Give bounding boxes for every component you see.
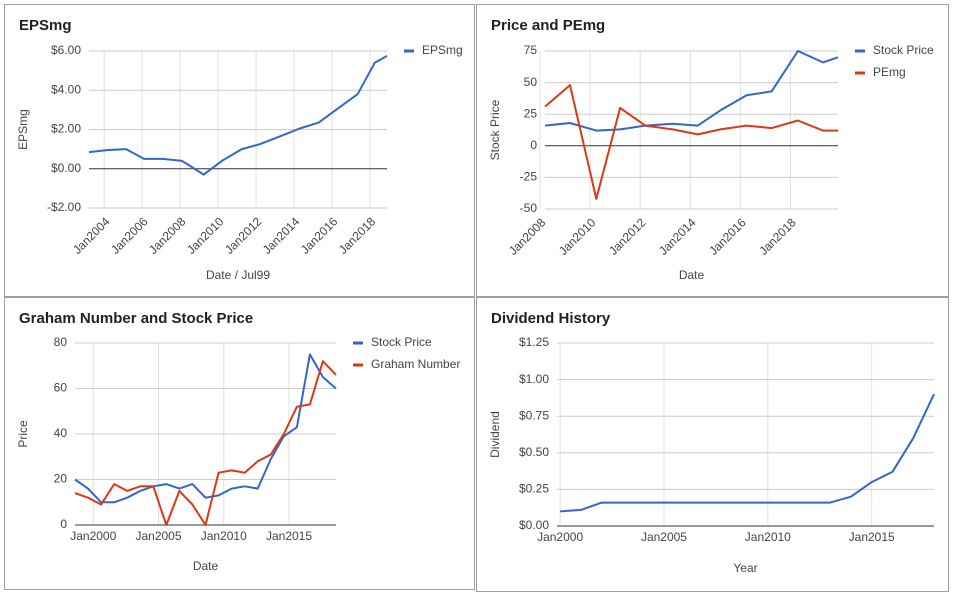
legend-label: EPSmg <box>422 43 463 57</box>
y-axis-title: Price <box>16 420 30 448</box>
y-tick-label: 80 <box>54 335 68 349</box>
y-tick-label: 0 <box>60 517 67 531</box>
series-line <box>74 353 337 504</box>
series-line <box>88 55 388 176</box>
y-tick-label: $0.75 <box>519 408 549 422</box>
y-tick-label: $4.00 <box>51 82 81 96</box>
x-tick-label: Jan2015 <box>849 530 895 544</box>
x-tick-label: Jan2010 <box>201 529 247 543</box>
y-tick-label: 0 <box>530 138 537 152</box>
y-tick-label: 60 <box>54 381 68 395</box>
x-tick-label: Jan2005 <box>135 529 181 543</box>
y-axis-title: Stock Price <box>488 99 502 160</box>
series-line <box>544 50 839 132</box>
x-tick-label: Jan2015 <box>266 529 312 543</box>
y-tick-label: 75 <box>524 43 538 57</box>
x-axis-title: Year <box>733 561 757 575</box>
y-tick-label: -$2.00 <box>47 200 81 214</box>
y-tick-label: $6.00 <box>51 43 81 57</box>
series-line <box>544 84 838 200</box>
panel-frame <box>476 4 949 297</box>
chart-panel: EPSmgJan2004Jan2006Jan2008Jan2010Jan2012… <box>4 4 475 297</box>
y-tick-label: $0.25 <box>519 482 549 496</box>
y-tick-label: 40 <box>54 426 68 440</box>
x-tick-label: Jan2000 <box>70 529 116 543</box>
y-axis-title: EPSmg <box>16 109 30 150</box>
chart-title: Dividend History <box>491 310 611 327</box>
panel-frame <box>476 297 949 592</box>
x-tick-label: Jan2000 <box>537 530 583 544</box>
y-tick-label: $0.00 <box>519 518 549 532</box>
legend-label: Graham Number <box>371 357 460 371</box>
y-tick-label: $1.25 <box>519 335 549 349</box>
y-tick-label: $0.00 <box>51 161 81 175</box>
x-axis-title: Date <box>193 559 219 573</box>
y-tick-label: $1.00 <box>519 372 549 386</box>
chart-title: Price and PEmg <box>491 17 605 34</box>
chart-title: Graham Number and Stock Price <box>19 310 253 327</box>
y-tick-label: 25 <box>524 106 538 120</box>
x-axis-title: Date <box>679 268 705 282</box>
chart-title: EPSmg <box>19 17 72 34</box>
series-line <box>74 360 337 526</box>
chart-panel: Graham Number and Stock Price Jan2000 Jan2… <box>4 297 475 590</box>
y-tick-label: $2.00 <box>51 122 81 136</box>
chart-panel: Dividend History Jan2000 Jan2005 Jan2010 Jan… <box>476 297 949 592</box>
y-tick-label: $0.50 <box>519 445 549 459</box>
legend-label: Stock Price <box>873 43 934 57</box>
x-tick-label: Jan2010 <box>745 530 791 544</box>
y-tick-label: 20 <box>54 472 68 486</box>
legend-label: PEmg <box>873 65 906 79</box>
legend-label: Stock Price <box>371 335 432 349</box>
panel-frame <box>4 297 475 590</box>
series-line <box>560 393 935 513</box>
y-tick-label: 50 <box>524 75 538 89</box>
x-tick-label: Jan2005 <box>641 530 687 544</box>
x-axis-title: Date / Jul99 <box>206 268 270 282</box>
y-axis-title: Dividend <box>488 411 502 458</box>
y-tick-label: -50 <box>520 201 538 215</box>
y-tick-label: -25 <box>520 170 538 184</box>
